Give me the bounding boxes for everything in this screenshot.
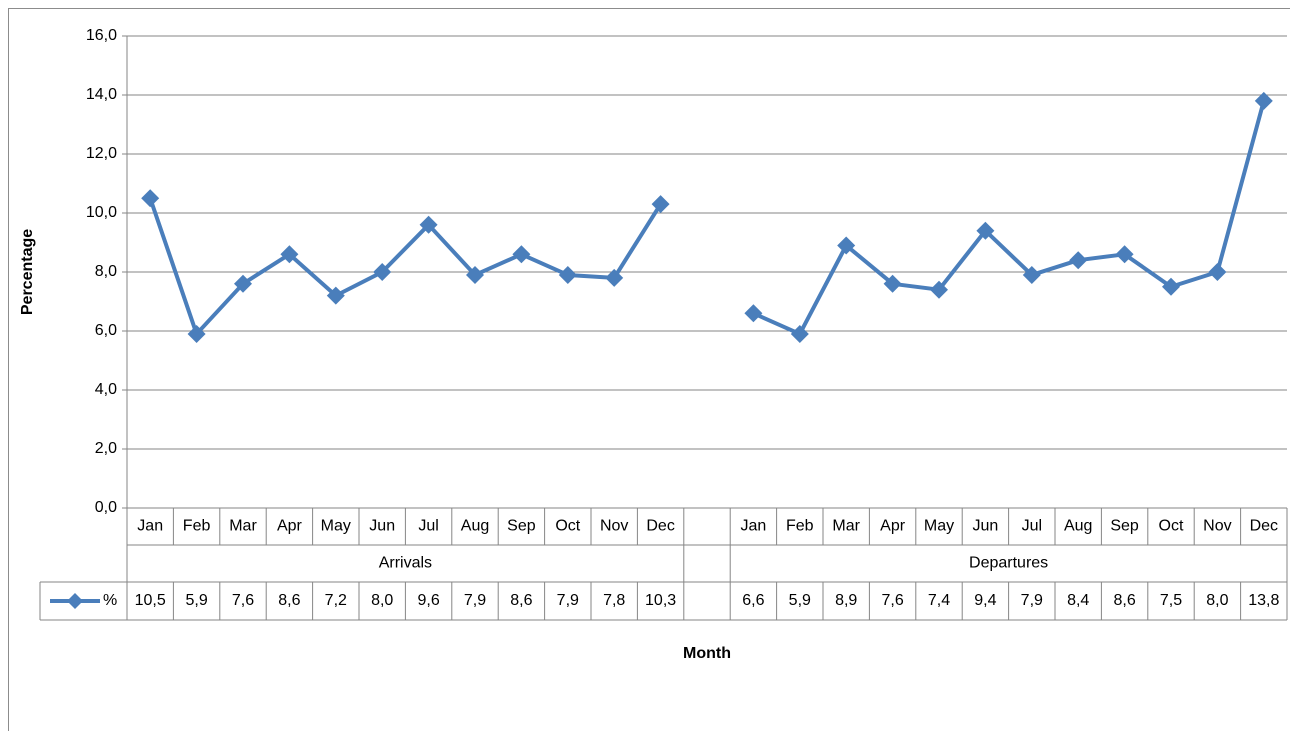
data-table-value: 9,6 [417, 592, 439, 609]
marker [651, 195, 670, 214]
y-tick-label: 16,0 [86, 27, 117, 44]
x-tick-label: Mar [832, 518, 860, 535]
data-table-value: 7,9 [557, 592, 579, 609]
data-table-value: 8,6 [278, 592, 300, 609]
x-tick-label: Dec [1250, 518, 1278, 535]
marker [373, 263, 392, 281]
group-label: Departures [969, 555, 1048, 572]
x-tick-label: Mar [229, 518, 257, 535]
x-tick-label: Dec [646, 518, 674, 535]
marker [141, 189, 160, 208]
legend-label: % [103, 592, 117, 609]
marker [280, 245, 299, 264]
y-tick-label: 2,0 [95, 440, 117, 457]
y-tick-label: 14,0 [86, 86, 117, 103]
x-tick-label: Jan [137, 518, 163, 535]
marker [1022, 265, 1041, 284]
data-table-value: 7,9 [1021, 592, 1043, 609]
x-tick-label: Sep [507, 518, 536, 535]
x-tick-label: Jun [973, 518, 999, 535]
x-tick-label: Nov [600, 518, 628, 535]
y-axis-title: Percentage [19, 229, 36, 315]
marker [419, 215, 438, 234]
x-tick-label: Apr [880, 518, 906, 535]
x-tick-label: Feb [786, 518, 814, 535]
data-table-value: 8,4 [1067, 592, 1089, 609]
marker [187, 324, 206, 343]
y-tick-label: 4,0 [95, 381, 117, 398]
data-table-value: 6,6 [742, 592, 764, 609]
y-tick-label: 12,0 [86, 145, 117, 162]
marker [1162, 277, 1180, 296]
x-tick-label: May [321, 518, 351, 535]
data-table-value: 7,6 [881, 592, 903, 609]
y-tick-label: 8,0 [95, 263, 117, 280]
chart-frame [8, 8, 1290, 731]
marker [234, 274, 252, 293]
x-tick-label: Feb [183, 518, 211, 535]
data-table-value: 8,0 [371, 592, 393, 609]
x-tick-label: Aug [1064, 518, 1092, 535]
marker [883, 274, 902, 293]
y-tick-label: 10,0 [86, 204, 117, 221]
data-table-value: 8,0 [1206, 592, 1228, 609]
marker [558, 265, 577, 284]
data-table-value: 8,9 [835, 592, 857, 609]
marker [976, 221, 995, 240]
marker [326, 286, 345, 305]
marker [512, 245, 531, 264]
data-table-value: 7,4 [928, 592, 950, 609]
marker [744, 304, 763, 323]
x-tick-label: Nov [1203, 518, 1231, 535]
data-table-value: 10,3 [645, 592, 676, 609]
x-tick-label: Apr [277, 518, 303, 535]
y-tick-label: 6,0 [95, 322, 117, 339]
x-tick-label: Oct [1159, 518, 1184, 535]
y-tick-label: 0,0 [95, 499, 117, 516]
legend-marker [67, 593, 83, 609]
marker [466, 265, 484, 284]
x-tick-label: Oct [555, 518, 580, 535]
data-table-value: 7,9 [464, 592, 486, 609]
data-table-value: 5,9 [789, 592, 811, 609]
data-table-value: 9,4 [974, 592, 996, 609]
x-tick-label: Aug [461, 518, 489, 535]
x-tick-label: Jul [418, 518, 438, 535]
x-tick-label: Jul [1022, 518, 1042, 535]
data-table-value: 13,8 [1248, 592, 1279, 609]
marker [605, 268, 624, 287]
data-table-value: 7,2 [325, 592, 347, 609]
marker [837, 236, 856, 255]
marker [1115, 245, 1134, 264]
x-tick-label: May [924, 518, 954, 535]
data-table-value: 8,6 [510, 592, 532, 609]
marker [930, 280, 948, 299]
x-tick-label: Sep [1110, 518, 1139, 535]
marker [1208, 263, 1227, 281]
data-table-value: 5,9 [185, 592, 207, 609]
data-table-value: 7,8 [603, 592, 625, 609]
marker [790, 324, 809, 343]
marker [1069, 251, 1088, 270]
marker [1254, 91, 1273, 110]
data-table-value: 8,6 [1113, 592, 1135, 609]
data-table-value: 7,5 [1160, 592, 1182, 609]
group-label: Arrivals [379, 555, 432, 572]
x-tick-label: Jan [741, 518, 767, 535]
x-axis-title: Month [683, 645, 731, 662]
data-table-value: 10,5 [135, 592, 166, 609]
data-table-value: 7,6 [232, 592, 254, 609]
x-tick-label: Jun [369, 518, 395, 535]
